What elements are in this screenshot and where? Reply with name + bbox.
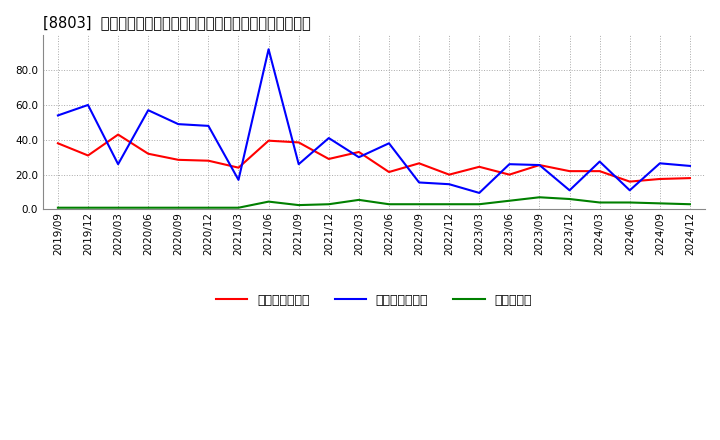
買入債務回転率 xyxy=(415,180,423,185)
在庫回転率 xyxy=(144,205,153,210)
売上債権回転率 xyxy=(505,172,513,177)
在庫回転率 xyxy=(325,202,333,207)
買入債務回転率 xyxy=(445,182,454,187)
買入債務回転率 xyxy=(384,141,393,146)
売上債権回転率 xyxy=(234,165,243,170)
買入債務回転率 xyxy=(174,121,183,127)
売上債権回転率 xyxy=(535,162,544,168)
在庫回転率 xyxy=(535,194,544,200)
買入債務回転率 xyxy=(655,161,664,166)
Line: 在庫回転率: 在庫回転率 xyxy=(58,197,690,208)
売上債権回転率 xyxy=(475,164,484,169)
売上債権回転率 xyxy=(354,149,363,154)
買入債務回転率 xyxy=(535,162,544,168)
在庫回転率 xyxy=(204,205,212,210)
売上債権回転率 xyxy=(384,169,393,175)
在庫回転率 xyxy=(234,205,243,210)
売上債権回転率 xyxy=(565,169,574,174)
買入債務回転率 xyxy=(204,123,212,128)
買入債務回転率 xyxy=(234,177,243,183)
売上債権回転率 xyxy=(264,138,273,143)
売上債権回転率 xyxy=(325,156,333,161)
買入債務回転率 xyxy=(53,113,62,118)
買入債務回転率 xyxy=(565,188,574,193)
在庫回転率 xyxy=(174,205,183,210)
在庫回転率 xyxy=(294,202,303,208)
売上債権回転率 xyxy=(294,140,303,145)
在庫回転率 xyxy=(354,197,363,202)
買入債務回転率 xyxy=(144,107,153,113)
在庫回転率 xyxy=(505,198,513,203)
買入債務回転率 xyxy=(475,190,484,195)
在庫回転率 xyxy=(84,205,92,210)
売上債権回転率 xyxy=(144,151,153,156)
在庫回転率 xyxy=(114,205,122,210)
在庫回転率 xyxy=(655,201,664,206)
在庫回転率 xyxy=(384,202,393,207)
Text: [8803]  売上債権回転率、買入債務回転率、在庫回転率の推移: [8803] 売上債権回転率、買入債務回転率、在庫回転率の推移 xyxy=(43,15,310,30)
売上債権回転率 xyxy=(595,169,604,174)
売上債権回転率 xyxy=(655,176,664,182)
売上債権回転率 xyxy=(84,153,92,158)
在庫回転率 xyxy=(415,202,423,207)
在庫回転率 xyxy=(445,202,454,207)
在庫回転率 xyxy=(264,199,273,204)
Legend: 売上債権回転率, 買入債務回転率, 在庫回転率: 売上債権回転率, 買入債務回転率, 在庫回転率 xyxy=(211,289,537,312)
買入債務回転率 xyxy=(354,154,363,160)
買入債務回転率 xyxy=(325,136,333,141)
売上債権回転率 xyxy=(53,141,62,146)
在庫回転率 xyxy=(685,202,694,207)
買入債務回転率 xyxy=(505,161,513,167)
売上債権回転率 xyxy=(415,161,423,166)
買入債務回転率 xyxy=(626,188,634,193)
在庫回転率 xyxy=(595,200,604,205)
買入債務回転率 xyxy=(264,47,273,52)
買入債務回転率 xyxy=(84,103,92,108)
買入債務回転率 xyxy=(114,161,122,167)
売上債権回転率 xyxy=(685,176,694,181)
在庫回転率 xyxy=(53,205,62,210)
売上債権回転率 xyxy=(114,132,122,137)
Line: 買入債務回転率: 買入債務回転率 xyxy=(58,49,690,193)
買入債務回転率 xyxy=(595,159,604,164)
売上債権回転率 xyxy=(174,157,183,162)
在庫回転率 xyxy=(626,200,634,205)
買入債務回転率 xyxy=(685,163,694,169)
売上債権回転率 xyxy=(626,179,634,184)
在庫回転率 xyxy=(475,202,484,207)
売上債権回転率 xyxy=(204,158,212,163)
売上債権回転率 xyxy=(445,172,454,177)
Line: 売上債権回転率: 売上債権回転率 xyxy=(58,135,690,182)
在庫回転率 xyxy=(565,196,574,202)
買入債務回転率 xyxy=(294,161,303,167)
